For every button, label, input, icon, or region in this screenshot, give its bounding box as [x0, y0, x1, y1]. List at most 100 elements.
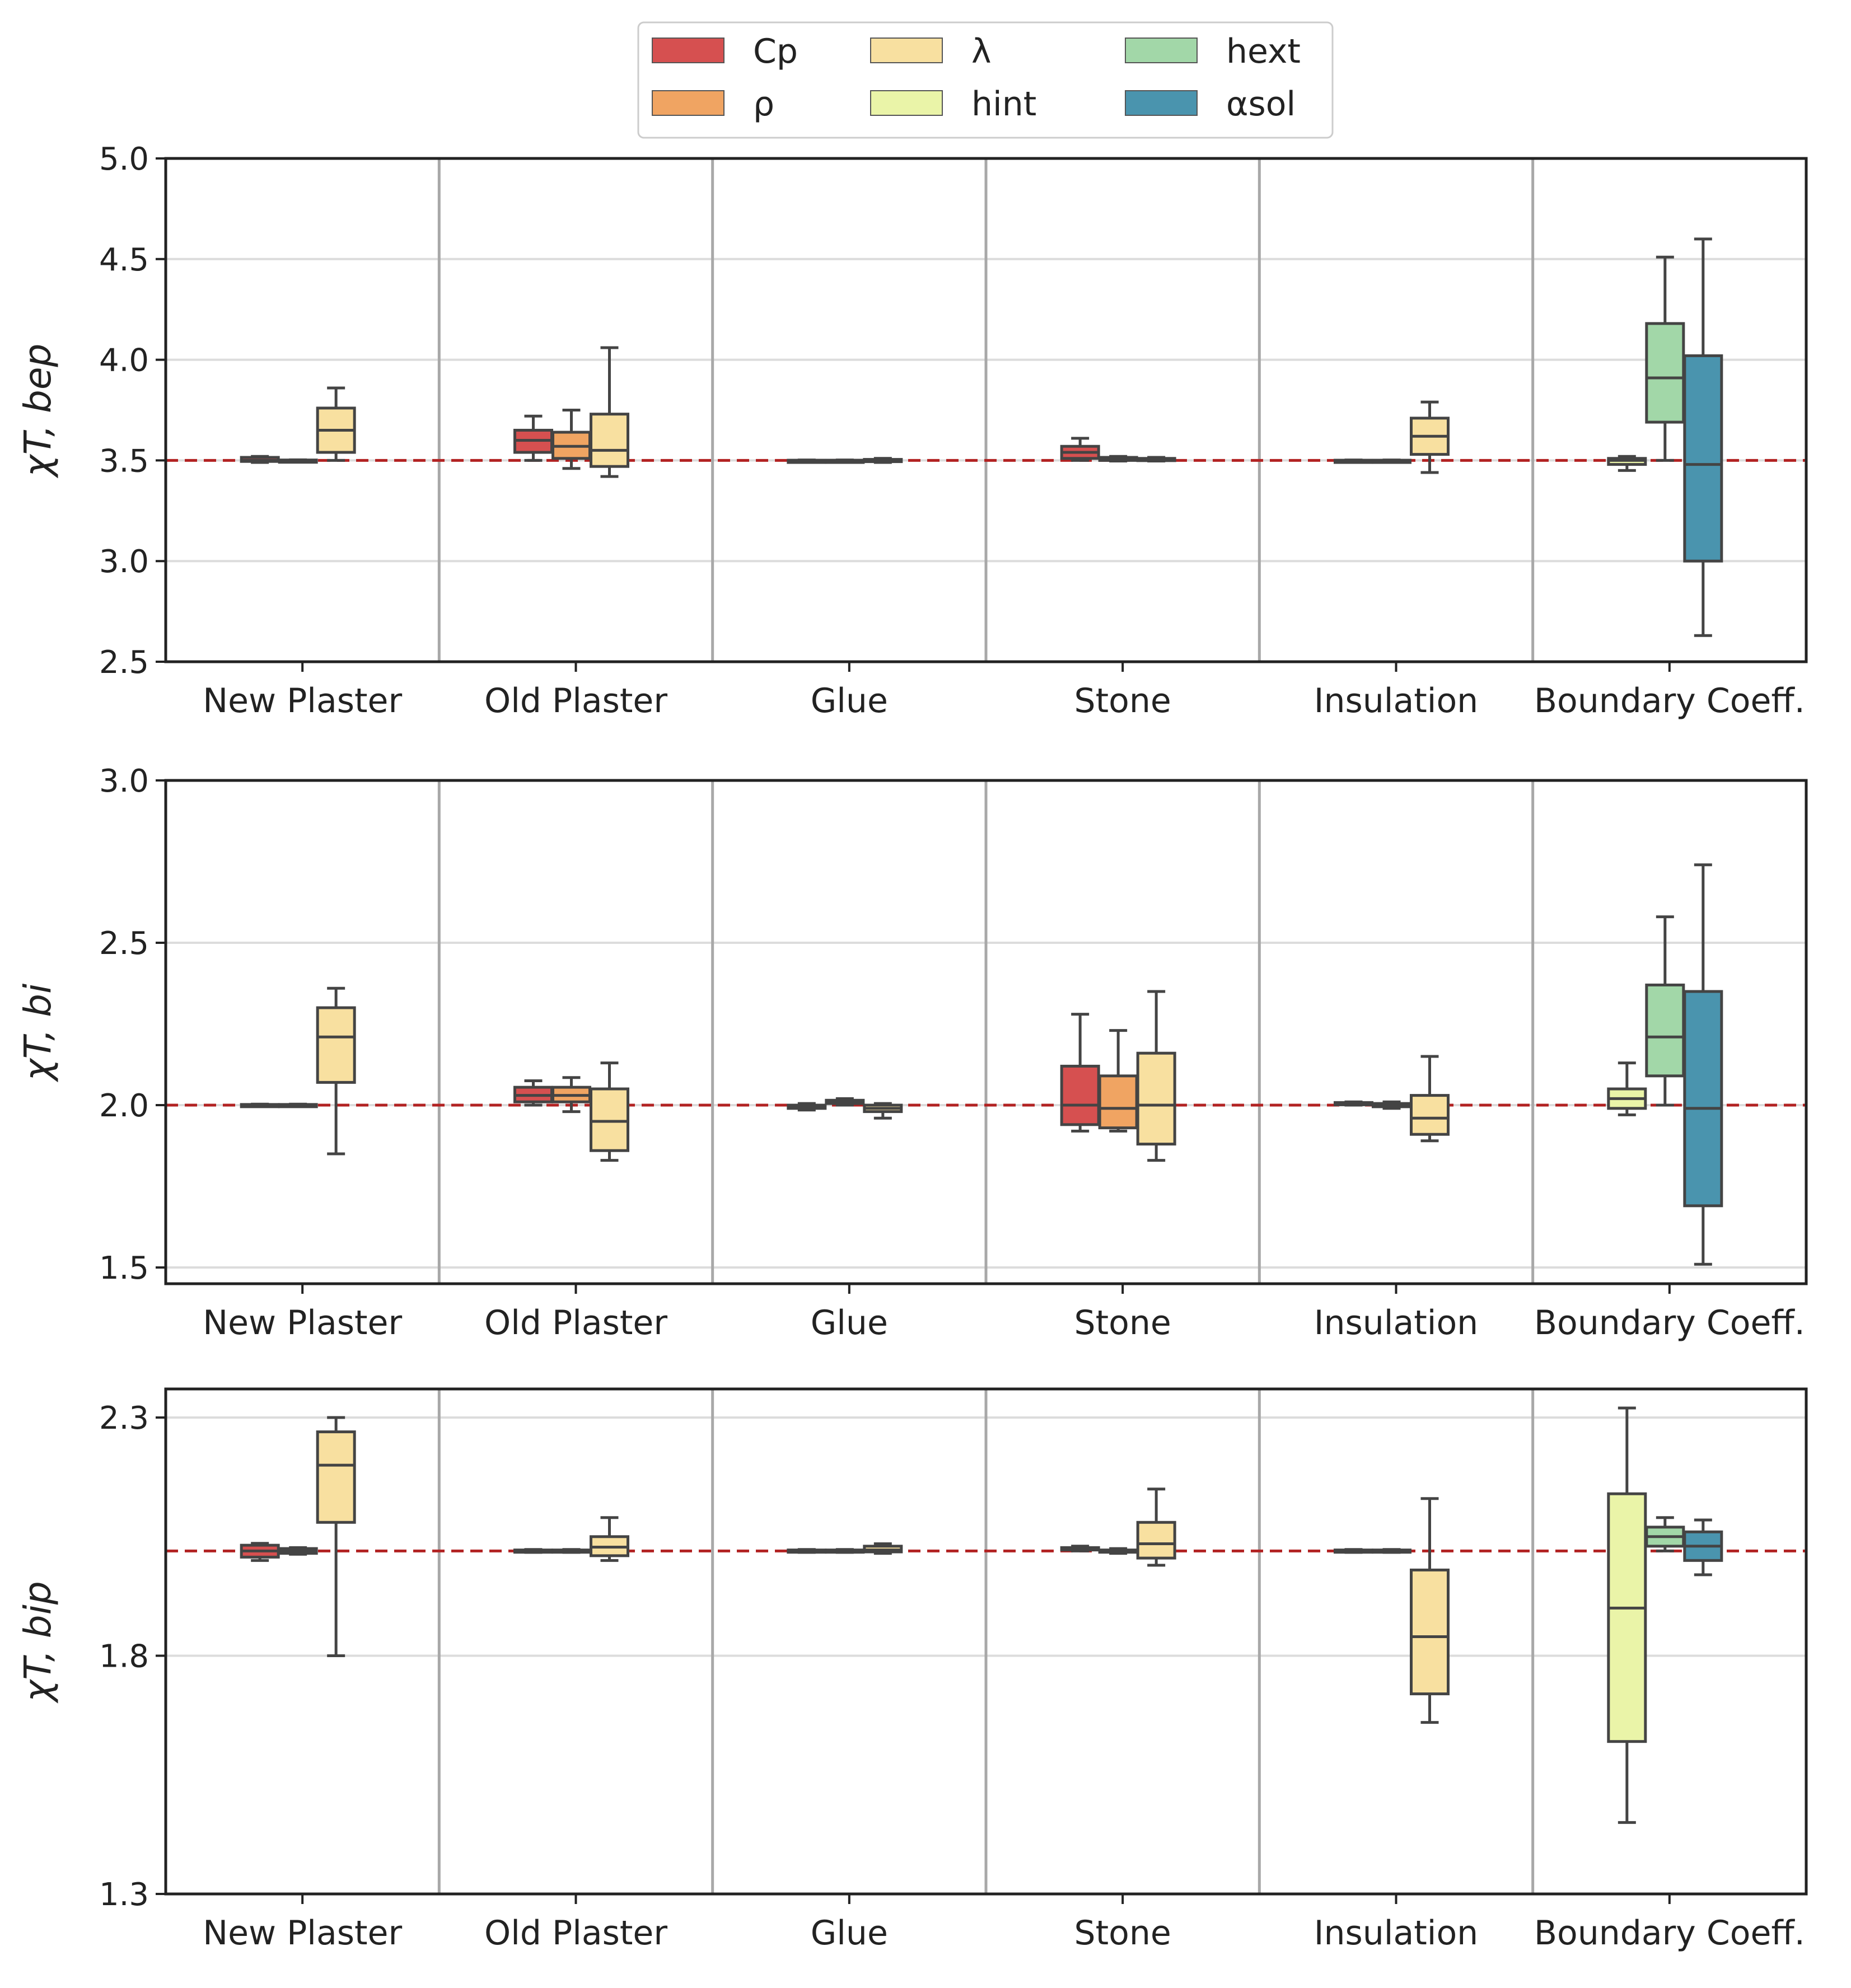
box-lambda-3: [1136, 1488, 1176, 1567]
box-cp-1: [513, 1548, 553, 1554]
box-cp-2: [787, 1102, 827, 1112]
box-lambda-2: [863, 1102, 903, 1120]
x-tick-label: Boundary Coeff.: [1534, 1914, 1805, 1953]
box-rho-2: [825, 1097, 865, 1107]
y-tick-label: 2.5: [99, 644, 149, 681]
box-body: [1136, 1521, 1176, 1560]
box-rho-3: [1098, 1547, 1138, 1555]
legend: Cp ρ λ hint hext αsol: [637, 21, 1334, 139]
x-tick-label: Glue: [811, 1303, 888, 1343]
x-tick-label: Stone: [1074, 681, 1171, 721]
y-tick-label: 2.3: [99, 1400, 149, 1437]
x-tick-label: Boundary Coeff.: [1534, 681, 1805, 721]
box-body: [316, 1430, 356, 1524]
y-tick-label: 2.0: [99, 1088, 149, 1124]
y-axis-label: χT, bi: [16, 983, 59, 1082]
box-cp-4: [1334, 1100, 1373, 1107]
box-cp-2: [787, 1548, 827, 1554]
y-tick-label: 1.3: [99, 1877, 149, 1913]
y-axis-label: χT, bip: [16, 1581, 59, 1704]
box-lambda-1: [590, 1061, 629, 1162]
box-rho-2: [825, 459, 865, 464]
box-cp-0: [240, 1542, 280, 1562]
box-lambda-4: [1410, 1055, 1450, 1143]
box-cp-0: [240, 455, 280, 464]
box-lambda-1: [590, 346, 629, 478]
box-cp-3: [1060, 1545, 1100, 1552]
x-tick-label: Stone: [1074, 1303, 1171, 1343]
box-body: [590, 413, 629, 468]
y-tick-label: 3.0: [99, 763, 149, 799]
box-body: [1607, 1492, 1647, 1743]
y-tick-label: 1.8: [99, 1639, 149, 1675]
legend-swatch-hext: [1125, 38, 1198, 63]
box-rho-1: [551, 1548, 591, 1554]
y-tick-label: 3.5: [99, 443, 149, 479]
box-cp-2: [787, 459, 827, 464]
legend-swatch-hint: [870, 90, 943, 116]
box-lambda-3: [1136, 456, 1176, 462]
plot-frame: [164, 157, 1808, 663]
y-tick-label: 1.5: [99, 1250, 149, 1287]
box-lambda-0: [316, 386, 356, 462]
box-body: [1683, 354, 1723, 563]
plot-frame: [164, 1387, 1808, 1896]
box-body: [1410, 1094, 1450, 1136]
box-cp-4: [1334, 1548, 1373, 1554]
x-tick-label: New Plaster: [203, 1914, 402, 1953]
x-tick-label: Insulation: [1314, 1303, 1478, 1343]
legend-swatch-asol: [1125, 90, 1198, 116]
box-body: [590, 1087, 629, 1152]
box-body: [316, 1006, 356, 1084]
box-rho-4: [1372, 1100, 1411, 1110]
y-tick-label: 3.0: [99, 544, 149, 580]
box-hint-5: [1607, 1061, 1647, 1116]
panel-bip: 1.3 1.8 2.3 New Plaster Old Plaster Glue Stone…: [16, 1387, 1808, 1953]
box-rho-3: [1098, 1029, 1138, 1133]
legend-swatch-rho: [652, 90, 724, 116]
box-hint-5: [1607, 455, 1647, 472]
box-lambda-0: [316, 1416, 356, 1658]
legend-swatch-lambda: [870, 38, 943, 63]
x-tick-label: Insulation: [1314, 681, 1478, 721]
box-hint-5: [1607, 1406, 1647, 1824]
box-rho-2: [825, 1548, 865, 1554]
x-tick-label: Boundary Coeff.: [1534, 1303, 1805, 1343]
box-rho-0: [278, 1546, 318, 1556]
x-tick-label: New Plaster: [203, 681, 402, 721]
plot-frame: [164, 779, 1808, 1285]
box-cp-3: [1060, 437, 1100, 462]
box-body: [1645, 322, 1685, 424]
legend-label-hint: hint: [971, 85, 1036, 124]
box-body: [1645, 983, 1685, 1078]
box-lambda-2: [863, 1542, 903, 1555]
x-tick-label: Old Plaster: [484, 1914, 667, 1953]
box-lambda-2: [863, 457, 903, 464]
box-lambda-3: [1136, 990, 1176, 1162]
box-body: [1060, 1064, 1100, 1126]
box-body: [1098, 1074, 1138, 1130]
legend-label-asol: αsol: [1226, 85, 1296, 124]
box-asol-5: [1683, 863, 1723, 1266]
y-tick-label: 4.5: [99, 242, 149, 278]
x-tick-label: New Plaster: [203, 1303, 402, 1343]
box-rho-0: [278, 1102, 318, 1108]
legend-label-hext: hext: [1226, 32, 1301, 71]
y-tick-label: 4.0: [99, 343, 149, 379]
x-tick-label: Glue: [811, 1914, 888, 1953]
x-tick-label: Old Plaster: [484, 681, 667, 721]
x-tick-label: Stone: [1074, 1914, 1171, 1953]
legend-label-lambda: λ: [971, 32, 992, 71]
y-axis-label: χT, bep: [16, 344, 59, 479]
box-rho-4: [1372, 459, 1411, 464]
box-body: [1683, 990, 1723, 1208]
box-rho-0: [278, 458, 318, 464]
box-lambda-4: [1410, 1497, 1450, 1724]
box-lambda-1: [590, 1516, 629, 1562]
box-cp-0: [240, 1102, 280, 1108]
box-hext-5: [1645, 1516, 1685, 1552]
x-tick-label: Old Plaster: [484, 1303, 667, 1343]
box-lambda-4: [1410, 400, 1450, 474]
legend-swatch-cp: [652, 38, 724, 63]
